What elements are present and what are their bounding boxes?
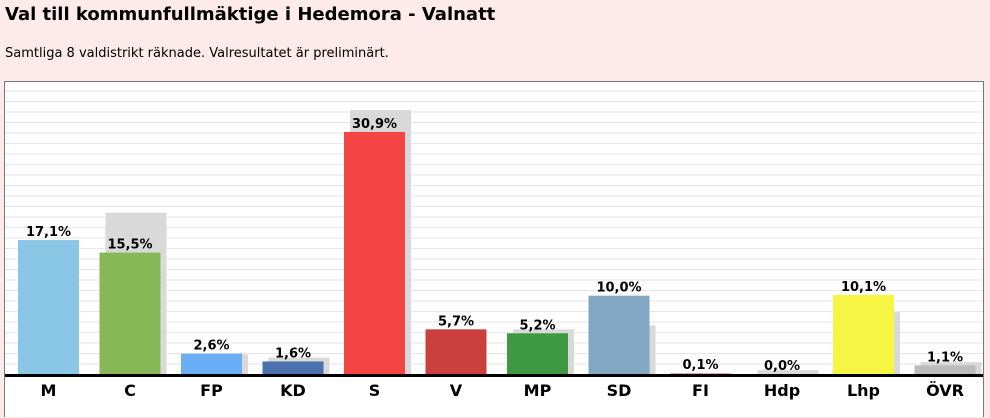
bar-v (425, 329, 487, 374)
tick-label-m: M (41, 381, 57, 400)
tick-label-sd: SD (607, 381, 632, 400)
value-label-lhp: 10,1% (841, 280, 886, 295)
value-label-fi: 0,1% (682, 358, 718, 373)
chart-frame: 17,1% 15,5% 2,6% 1,6% 30,9% 5,7% 5,2% 10,0% 0,1%… (4, 81, 984, 417)
chart-grid (5, 90, 983, 365)
value-label-mp: 5,2% (519, 318, 555, 333)
bar-m (18, 240, 79, 374)
tick-label-s: S (369, 381, 381, 400)
tick-label-kd: KD (280, 381, 306, 400)
bar-chart: 17,1% 15,5% 2,6% 1,6% 30,9% 5,7% 5,2% 10,0% 0,1%… (5, 90, 983, 400)
bar-sd (588, 295, 650, 374)
bar-s (344, 131, 405, 374)
bar-c (99, 252, 161, 374)
value-label-övr: 1,1% (927, 350, 963, 365)
x-axis-line (5, 374, 983, 377)
bar-mp (507, 333, 568, 374)
value-label-s: 30,9% (352, 117, 397, 132)
tick-label-övr: ÖVR (926, 381, 964, 400)
page-title: Val till kommunfullmäktige i Hedemora - … (5, 4, 496, 25)
tick-label-fi: FI (692, 381, 709, 400)
bar-fp (181, 353, 242, 374)
value-labels: 17,1% 15,5% 2,6% 1,6% 30,9% 5,7% 5,2% 10,0% 0,1%… (26, 117, 963, 374)
value-label-sd: 10,0% (596, 281, 641, 296)
tick-label-hdp: Hdp (764, 381, 800, 400)
party-tick-labels: M C FP KD S V MP SD FI Hdp Lhp ÖVR (41, 381, 964, 400)
previous-bar-hdp (757, 370, 819, 374)
value-label-kd: 1,6% (275, 346, 311, 361)
result-bars (18, 131, 976, 374)
bar-övr (914, 365, 976, 374)
page-subtitle: Samtliga 8 valdistrikt räknade. Valresul… (5, 46, 389, 61)
tick-label-v: V (450, 381, 463, 400)
tick-label-fp: FP (200, 381, 223, 400)
bar-fi (670, 373, 731, 374)
tick-label-mp: MP (524, 381, 552, 400)
value-label-v: 5,7% (438, 314, 474, 329)
bar-lhp (833, 294, 894, 374)
value-label-hdp: 0,0% (764, 359, 800, 374)
value-label-fp: 2,6% (193, 339, 229, 354)
tick-label-lhp: Lhp (847, 381, 880, 400)
tick-label-c: C (124, 381, 136, 400)
bar-kd (262, 361, 324, 374)
value-label-c: 15,5% (107, 238, 152, 253)
value-label-m: 17,1% (26, 225, 71, 240)
